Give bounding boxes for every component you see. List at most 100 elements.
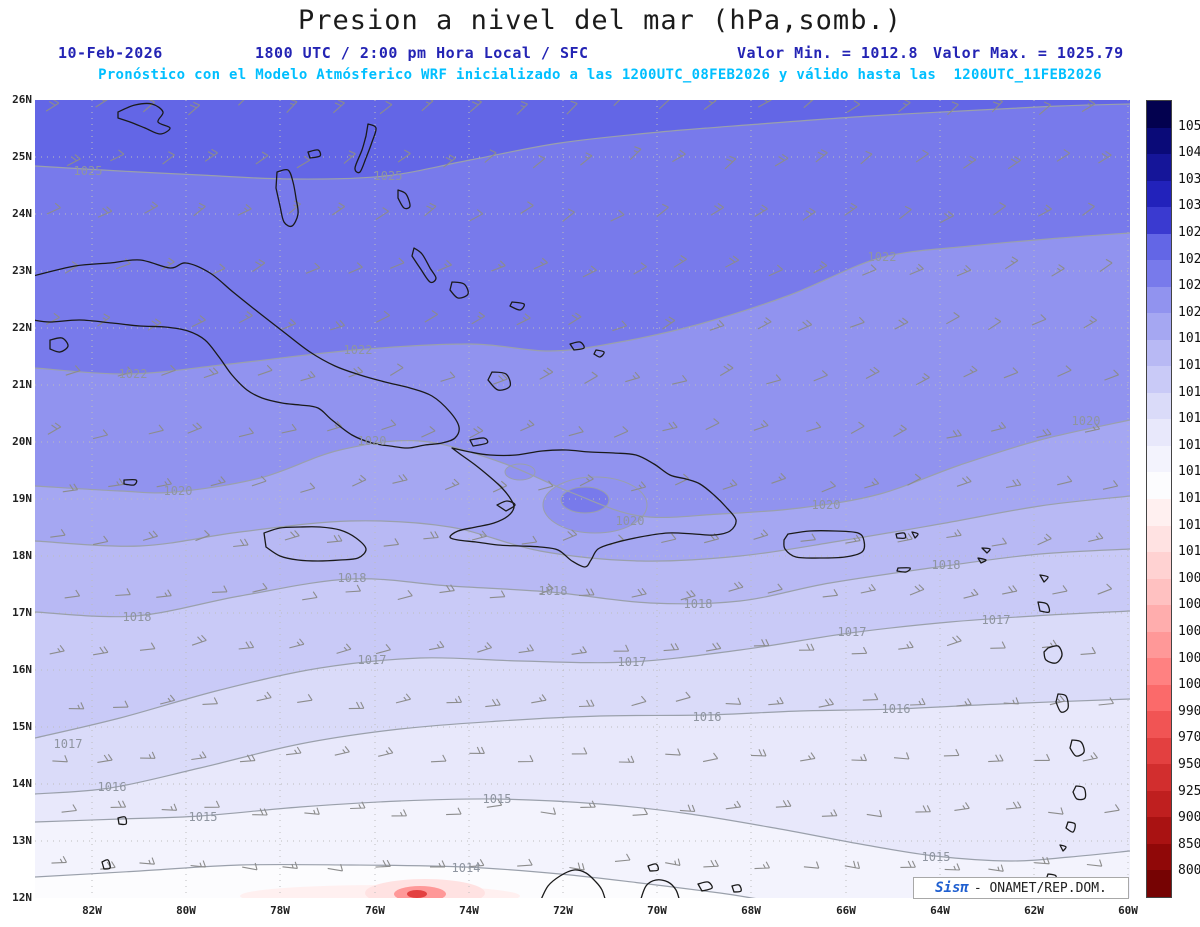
colorbar-segment xyxy=(1147,260,1171,287)
colorbar-label: 1028 xyxy=(1178,225,1200,240)
colorbar-label: 850 xyxy=(1178,836,1200,852)
colorbar-segment xyxy=(1147,684,1171,712)
svg-text:1016: 1016 xyxy=(693,710,722,724)
colorbar xyxy=(1146,100,1172,898)
svg-text:1020: 1020 xyxy=(164,484,193,498)
svg-text:1018: 1018 xyxy=(338,571,367,585)
colorbar-label: 1040 xyxy=(1178,145,1200,161)
colorbar-label: 1014 xyxy=(1178,464,1200,480)
colorbar-segment xyxy=(1147,658,1171,685)
colorbar-segment xyxy=(1147,472,1171,499)
colorbar-label: 1020 xyxy=(1178,304,1200,320)
colorbar-label: 1010 xyxy=(1178,544,1200,560)
colorbar-segment xyxy=(1147,525,1171,553)
colorbar-segment xyxy=(1147,605,1171,632)
svg-text:1015: 1015 xyxy=(483,792,512,806)
colorbar-label: 800 xyxy=(1178,863,1200,879)
grid-layer xyxy=(35,100,1130,898)
svg-text:1018: 1018 xyxy=(123,610,152,624)
colorbar-label: 1006 xyxy=(1178,597,1200,613)
colorbar-label: 1008 xyxy=(1178,570,1200,586)
colorbar-segment xyxy=(1147,445,1171,473)
svg-text:1018: 1018 xyxy=(684,597,713,611)
colorbar-segment xyxy=(1147,764,1171,791)
colorbar-label: 1015 xyxy=(1178,437,1200,453)
colorbar-label: 1035 xyxy=(1178,171,1200,187)
colorbar-label: 925 xyxy=(1178,783,1200,799)
map-layers: 1025 1025 1022 1022 1022 1020 1020 1020 1020 1020… xyxy=(35,100,1130,898)
colorbar-label: 1002 xyxy=(1178,650,1200,666)
svg-text:1020: 1020 xyxy=(616,514,645,528)
watermark-brand: Sisπ xyxy=(935,880,969,896)
watermark-box: Sisπ - ONAMET/REP.DOM. xyxy=(913,877,1129,899)
svg-text:1022: 1022 xyxy=(344,343,373,357)
value-min-label: Valor Min. = 1012.8 xyxy=(737,44,919,62)
colorbar-label: 950 xyxy=(1178,757,1200,772)
colorbar-segment xyxy=(1147,631,1171,659)
colorbar-segment xyxy=(1147,339,1171,367)
svg-text:1014: 1014 xyxy=(452,861,481,875)
svg-text:1020: 1020 xyxy=(358,434,387,448)
colorbar-segment xyxy=(1147,392,1171,420)
svg-text:1017: 1017 xyxy=(54,737,83,751)
colorbar-label: 1004 xyxy=(1178,624,1200,639)
colorbar-segment xyxy=(1147,711,1171,738)
contour-labels-layer: 1025 1025 1022 1022 1022 1020 1020 1020 1020 1020… xyxy=(54,164,1101,875)
svg-text:1022: 1022 xyxy=(868,250,897,264)
svg-text:1015: 1015 xyxy=(189,810,218,824)
svg-text:1016: 1016 xyxy=(98,780,127,794)
colorbar-label: 1018 xyxy=(1178,358,1200,373)
colorbar-segment xyxy=(1147,870,1171,897)
colorbar-segment xyxy=(1147,233,1171,261)
value-max-label: Valor Max. = 1025.79 xyxy=(933,44,1124,62)
colorbar-segment xyxy=(1147,817,1171,844)
watermark-text: - ONAMET/REP.DOM. xyxy=(973,880,1107,896)
colorbar-segment xyxy=(1147,843,1171,871)
svg-text:1015: 1015 xyxy=(922,850,951,864)
valid-time-label: 1800 UTC / 2:00 pm Hora Local / SFC xyxy=(255,44,589,62)
svg-text:1020: 1020 xyxy=(812,498,841,512)
colorbar-label: 900 xyxy=(1178,810,1200,826)
colorbar-segment xyxy=(1147,313,1171,340)
svg-text:1018: 1018 xyxy=(932,558,961,572)
colorbar-label: 1050 xyxy=(1178,118,1200,134)
colorbar-segment xyxy=(1147,366,1171,393)
colorbar-label: 1019 xyxy=(1178,331,1200,347)
colorbar-label: 1030 xyxy=(1178,198,1200,214)
svg-text:1016: 1016 xyxy=(882,702,911,716)
svg-text:1017: 1017 xyxy=(618,655,647,669)
chart-title: Presion a nivel del mar (hPa,somb.) xyxy=(298,5,902,36)
colorbar-segment xyxy=(1147,154,1171,181)
colorbar-segment xyxy=(1147,498,1171,526)
svg-text:1017: 1017 xyxy=(838,625,867,639)
colorbar-segment xyxy=(1147,207,1171,234)
colorbar-label: 1025 xyxy=(1178,251,1200,267)
colorbar-label: 970 xyxy=(1178,730,1200,746)
colorbar-label: 1000 xyxy=(1178,677,1200,693)
colorbar-label: 1022 xyxy=(1178,278,1200,294)
colorbar-label: 1017 xyxy=(1178,384,1200,400)
svg-text:1018: 1018 xyxy=(539,584,568,598)
svg-text:1025: 1025 xyxy=(74,164,103,178)
svg-text:1020: 1020 xyxy=(1072,414,1101,428)
valid-date-label: 10-Feb-2026 xyxy=(58,44,163,62)
colorbar-segment xyxy=(1147,127,1171,155)
colorbar-segment xyxy=(1147,790,1171,818)
colorbar-segment xyxy=(1147,552,1171,579)
svg-text:1017: 1017 xyxy=(358,653,387,667)
colorbar-segment xyxy=(1147,286,1171,314)
colorbar-segment xyxy=(1147,578,1171,606)
coastlines-layer xyxy=(35,102,1087,898)
colorbar-label: 1016 xyxy=(1178,411,1200,427)
svg-text:1025: 1025 xyxy=(374,169,403,183)
wind-barbs-layer xyxy=(45,100,1120,872)
colorbar-label: 1012 xyxy=(1178,517,1200,533)
colorbar-segment xyxy=(1147,180,1171,208)
svg-text:1017: 1017 xyxy=(982,613,1011,627)
colorbar-segment xyxy=(1147,419,1171,446)
svg-text:1022: 1022 xyxy=(119,367,148,381)
colorbar-label: 990 xyxy=(1178,703,1200,719)
model-info-line: Pronóstico con el Modelo Atmósferico WRF… xyxy=(98,67,1102,83)
